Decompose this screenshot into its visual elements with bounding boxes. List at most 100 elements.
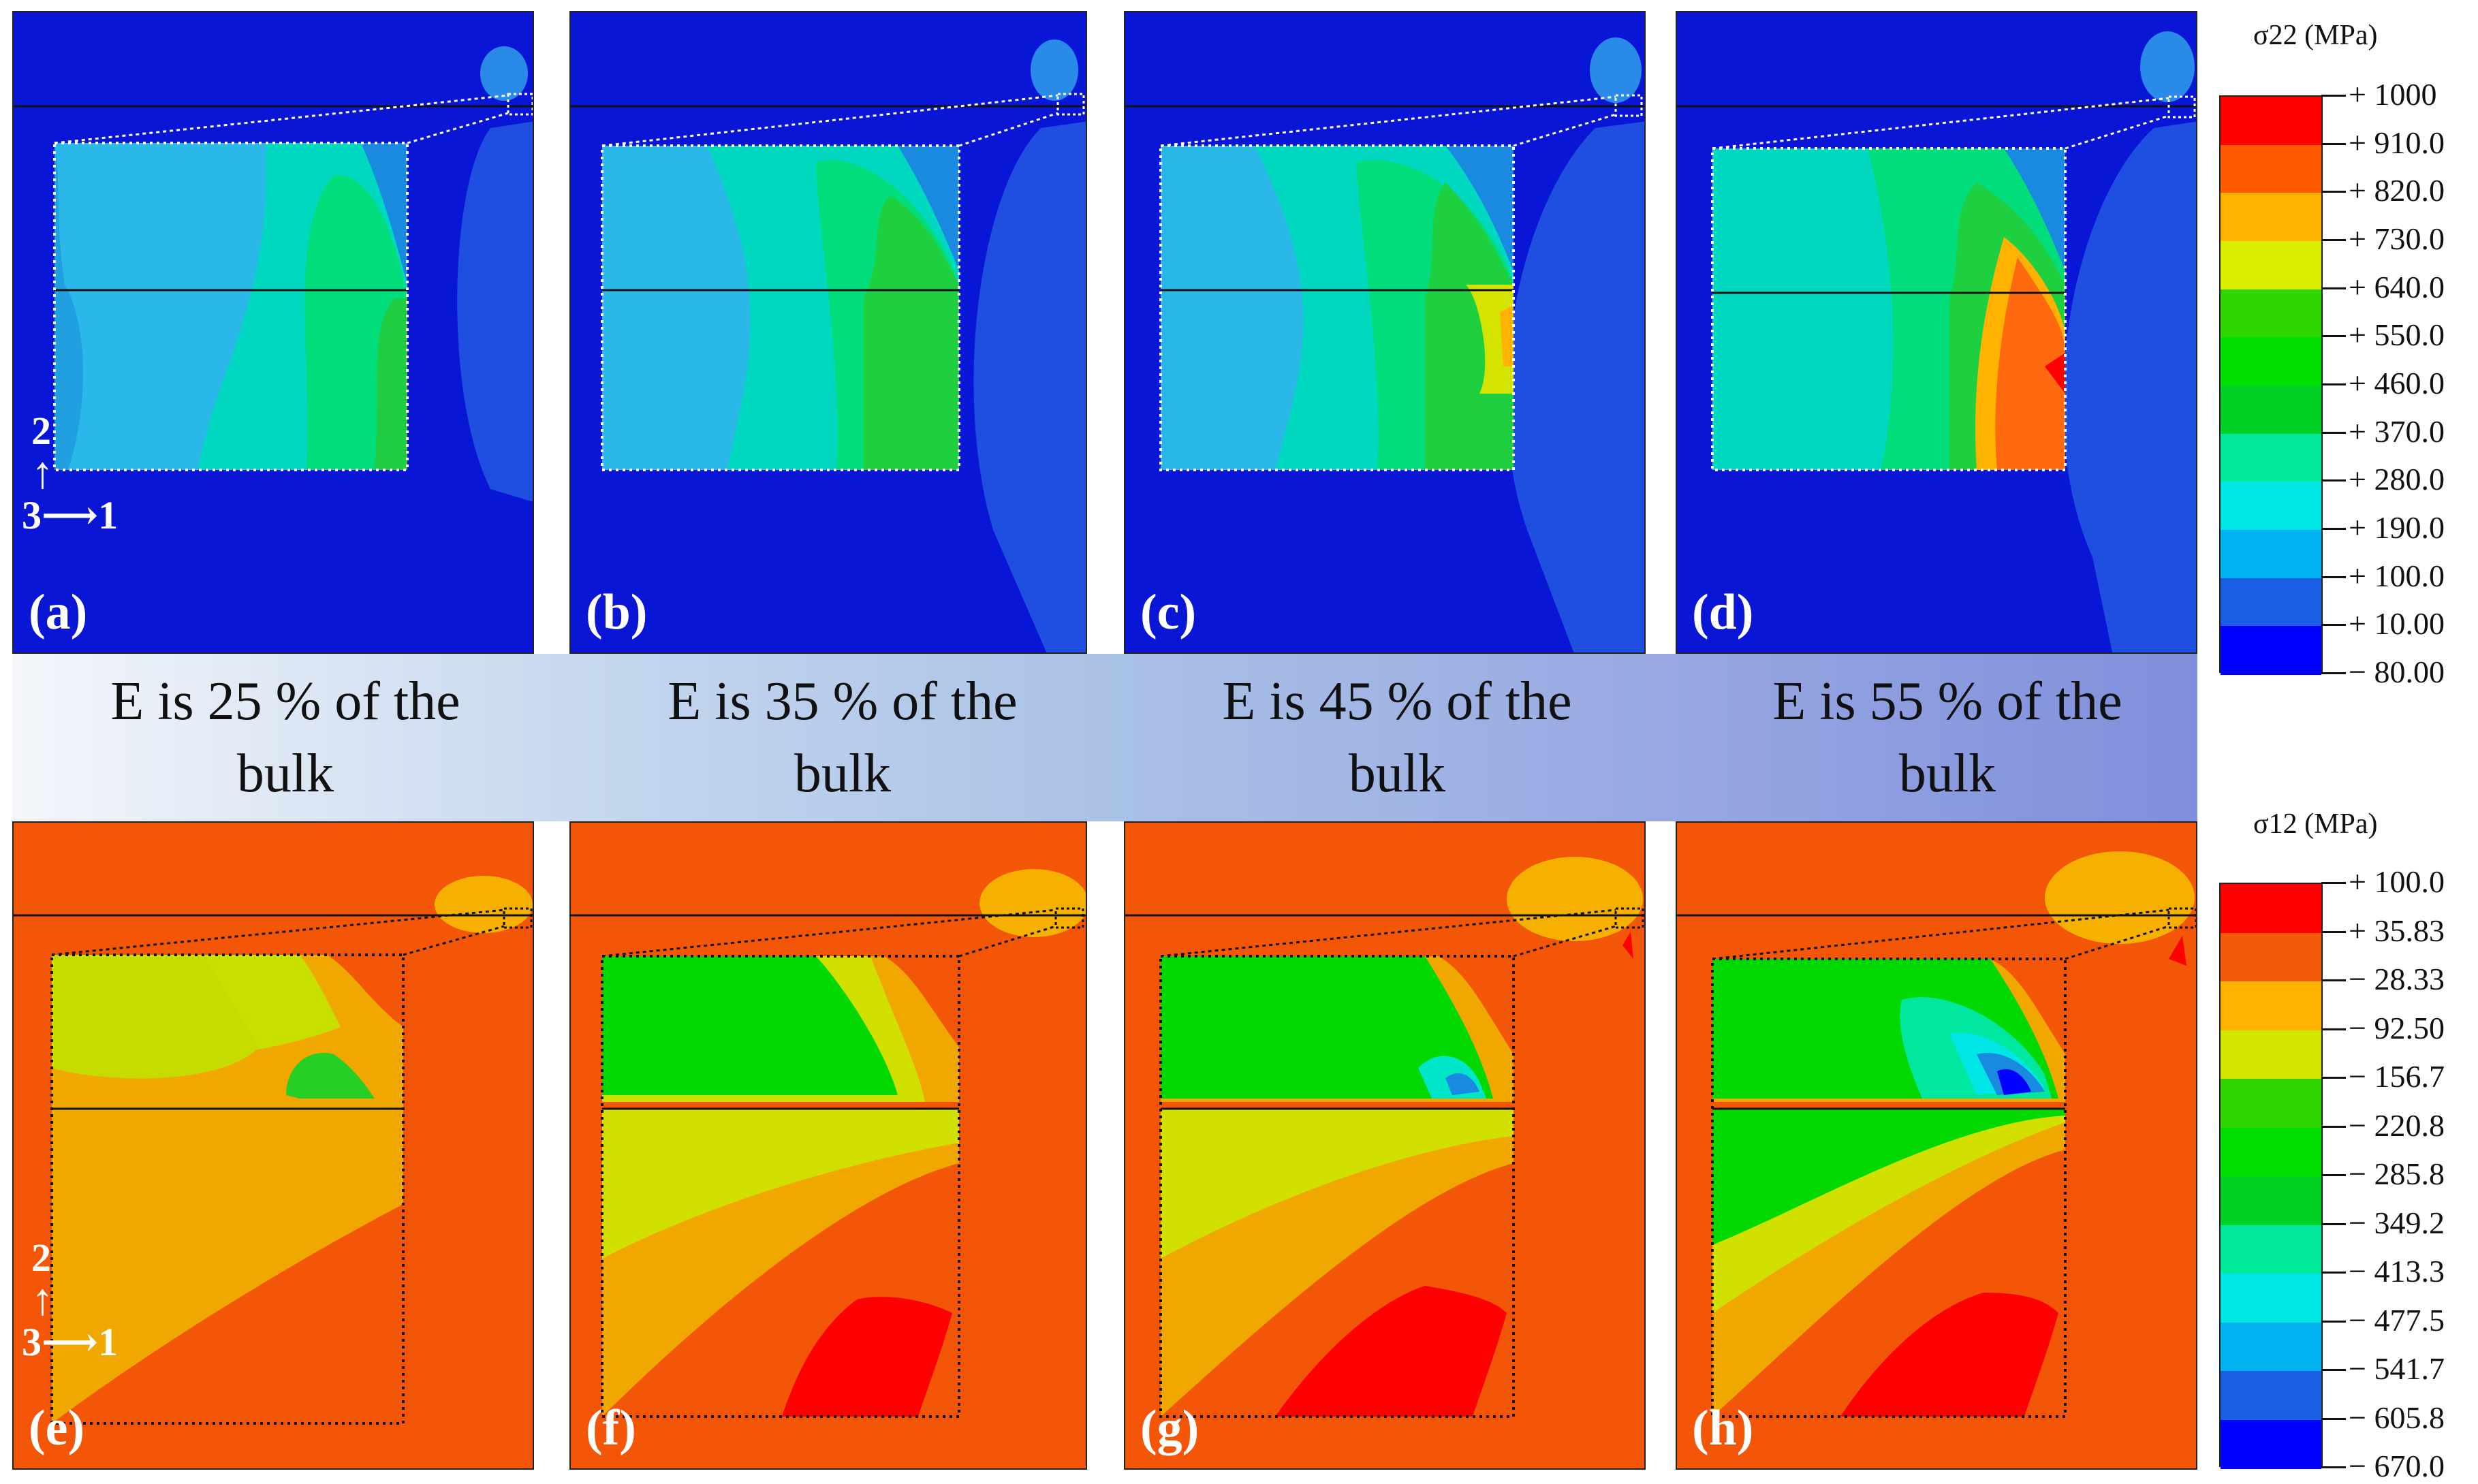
- legend-tick: [2321, 979, 2346, 981]
- axis-2-label: 2: [31, 1235, 51, 1280]
- legend-value-label: − 92.50: [2349, 1010, 2445, 1045]
- arrow-right-icon: ⟶: [42, 493, 99, 537]
- zoom-connector: [54, 94, 509, 144]
- legend-color-cell: [2221, 337, 2321, 386]
- contour-panel-d: (d): [1676, 11, 2197, 654]
- contour-plot-b: [571, 12, 1086, 652]
- legend-color-cell: [2221, 1274, 2321, 1323]
- legend-tick: [2321, 479, 2346, 482]
- contour-panel-b: (b): [569, 11, 1087, 654]
- legend-color-cell: [2221, 1371, 2321, 1421]
- legend-tick: [2321, 287, 2346, 289]
- legend-tick: [2321, 335, 2346, 338]
- legend-sigma12: σ12 (MPa) + 100.0 + 35.83 − 28.33 − 92.50 − …: [2219, 808, 2471, 1483]
- legend-tick: [2321, 383, 2346, 385]
- legend-value-label: − 28.33: [2349, 962, 2445, 996]
- zoom-source-box: [507, 93, 533, 116]
- legend-value-label: + 10.00: [2349, 606, 2445, 642]
- legend-tick: [2321, 1369, 2346, 1371]
- legend-title-sigma12: σ12 (MPa): [2253, 808, 2378, 840]
- contour-plot-e: [14, 823, 533, 1468]
- legend-value-label: + 370.0: [2349, 413, 2445, 449]
- axis-1-label: 1: [98, 493, 119, 537]
- legend-color-cell: [2221, 385, 2321, 435]
- legend-color-cell: [2221, 289, 2321, 338]
- legend-tick: [2321, 1466, 2346, 1468]
- zoom-inset-c: [1159, 144, 1515, 471]
- stress-hotspot: [480, 46, 528, 101]
- caption-25-line2: bulk: [236, 744, 334, 804]
- contour-panel-g: (g): [1124, 821, 1646, 1470]
- legend-tick: [2321, 431, 2346, 434]
- legend-color-cell: [2221, 1225, 2321, 1274]
- legend-value-label: − 156.7: [2349, 1059, 2445, 1094]
- zoom-inset-g: [1159, 955, 1515, 1418]
- legend-tick: [2321, 930, 2346, 933]
- legend-color-cell: [2221, 626, 2321, 675]
- legend-color-cell: [2221, 1176, 2321, 1226]
- legend-tick: [2321, 1222, 2346, 1225]
- contour-panel-h: (h): [1676, 821, 2197, 1470]
- panel-label-d: (d): [1692, 584, 1754, 640]
- legend-color-cell: [2221, 1030, 2321, 1079]
- caption-25-line1: E is 25 % of the: [110, 672, 460, 731]
- caption-55-line2: bulk: [1898, 744, 1996, 804]
- legend-tick: [2321, 1272, 2346, 1274]
- legend-value-label: − 670.0: [2349, 1449, 2445, 1483]
- legend-color-cell: [2221, 241, 2321, 290]
- caption-35-line1: E is 35 % of the: [668, 672, 1018, 731]
- legend-color-cell: [2221, 97, 2321, 146]
- legend-tick: [2321, 882, 2346, 884]
- legend-value-label: + 100.0: [2349, 558, 2445, 593]
- caption-45-line1: E is 45 % of the: [1222, 672, 1572, 731]
- legend-tick: [2321, 239, 2346, 241]
- caption-35: E is 35 % of the bulk: [569, 654, 1116, 821]
- modulus-caption-band: E is 25 % of the bulk E is 35 % of the bul…: [12, 654, 2197, 821]
- panel-label-a: (a): [29, 584, 88, 640]
- legend-value-label: + 280.0: [2349, 462, 2445, 497]
- legend-color-cell: [2221, 981, 2321, 1031]
- legend-tick: [2321, 191, 2346, 193]
- legend-value-label: + 910.0: [2349, 125, 2445, 160]
- legend-color-cell: [2221, 1322, 2321, 1372]
- legend-tick: [2321, 1077, 2346, 1079]
- legend-tick: [2321, 624, 2346, 627]
- axis-indicator: 2 ↑ 3⟶1: [22, 1238, 118, 1362]
- legend-value-label: − 285.8: [2349, 1156, 2445, 1191]
- legend-value-label: + 190.0: [2349, 510, 2445, 545]
- legend-value-label: − 80.00: [2349, 654, 2445, 689]
- zoom-inset-e: [50, 953, 405, 1425]
- legend-color-cell: [2221, 433, 2321, 483]
- legend-value-label: + 730.0: [2349, 221, 2445, 256]
- contour-panel-a: 2 ↑ 3⟶1 (a): [12, 11, 534, 654]
- caption-25: E is 25 % of the bulk: [12, 654, 559, 821]
- arrow-up-icon: ↑: [31, 1275, 54, 1325]
- legend-value-label: + 460.0: [2349, 366, 2445, 400]
- contour-panel-f: (f): [569, 821, 1087, 1470]
- legend-color-cell: [2221, 1127, 2321, 1177]
- stress-region-far: [457, 121, 533, 502]
- legend-value-label: + 820.0: [2349, 173, 2445, 208]
- legend-tick: [2321, 1028, 2346, 1030]
- arrow-up-icon: ↑: [31, 448, 54, 498]
- legend-value-label: − 220.8: [2349, 1107, 2445, 1143]
- panel-label-g: (g): [1140, 1400, 1199, 1456]
- legend-color-cell: [2221, 932, 2321, 982]
- legend-value-label: + 640.0: [2349, 269, 2445, 304]
- panel-label-b: (b): [586, 584, 648, 640]
- caption-55-line1: E is 55 % of the: [1772, 672, 2122, 731]
- legend-value-label: − 413.3: [2349, 1254, 2445, 1289]
- axis-2-label: 2: [31, 409, 51, 453]
- legend-tick: [2321, 575, 2346, 578]
- legend-color-cell: [2221, 481, 2321, 531]
- axis-indicator: 2 ↑ 3⟶1: [22, 411, 118, 535]
- legend-colorbar-sigma12: [2219, 883, 2323, 1469]
- axis-3-label: 3: [22, 493, 42, 537]
- legend-tick: [2321, 1417, 2346, 1420]
- legend-color-cell: [2221, 1079, 2321, 1128]
- legend-color-cell: [2221, 530, 2321, 579]
- legend-title-sigma22: σ22 (MPa): [2253, 20, 2378, 51]
- legend-tick: [2321, 1125, 2346, 1128]
- legend-tick: [2321, 1174, 2346, 1176]
- contour-plot-d: [1677, 12, 2196, 652]
